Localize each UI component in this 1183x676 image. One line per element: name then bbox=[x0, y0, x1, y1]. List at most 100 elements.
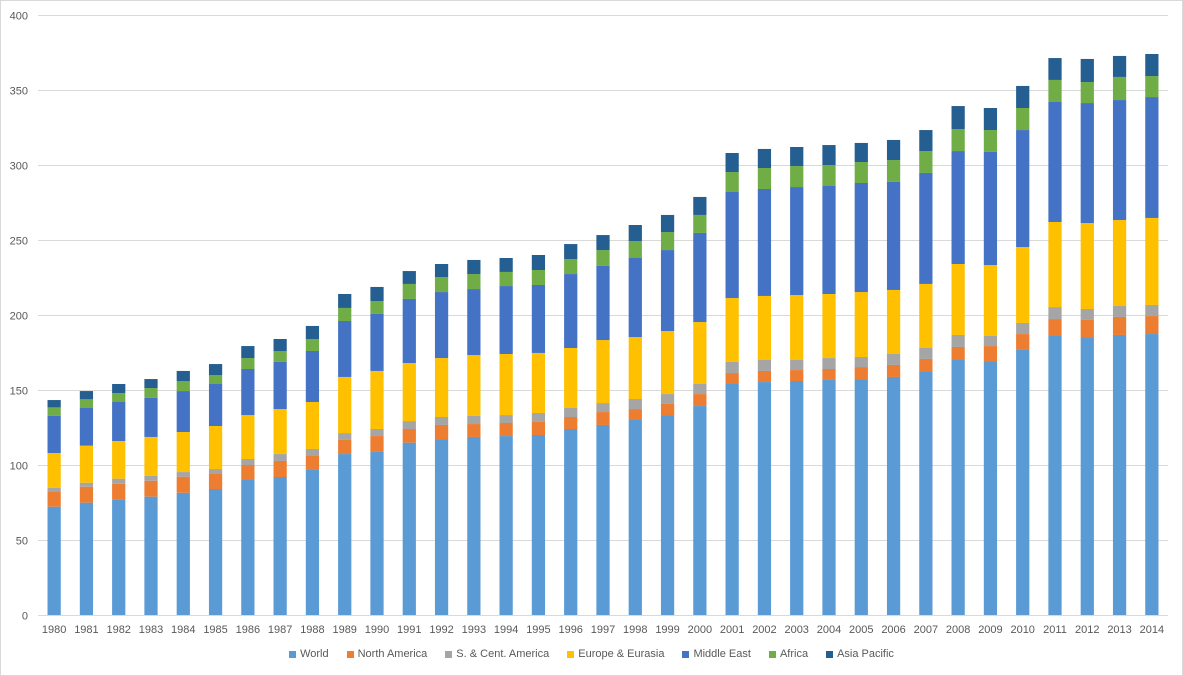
bar-segment-asia-pacific-2005 bbox=[854, 142, 868, 162]
x-tick-label: 1991 bbox=[397, 624, 421, 636]
bar-segment-world-2009 bbox=[983, 361, 998, 615]
bar-stack-2008 bbox=[951, 106, 965, 615]
bar-segment-asia-pacific-2003 bbox=[790, 147, 804, 167]
bar-segment-north-america-2001 bbox=[725, 373, 739, 384]
bar-stack-1995 bbox=[531, 255, 546, 615]
bar-segment-world-2010 bbox=[1016, 349, 1030, 615]
x-tick-label: 2012 bbox=[1075, 624, 1099, 636]
bar-segment-europe-eurasia-2005 bbox=[854, 292, 868, 357]
bar-segment-africa-2014 bbox=[1145, 76, 1159, 98]
bar-segment-europe-eurasia-2007 bbox=[919, 283, 933, 348]
bar-segment-africa-1999 bbox=[660, 232, 675, 251]
bar-segment-europe-eurasia-1999 bbox=[660, 331, 675, 395]
y-tick-label: 300 bbox=[10, 161, 28, 173]
bars bbox=[47, 54, 1159, 615]
bar-segment-north-america-1986 bbox=[241, 465, 255, 480]
legend-swatch bbox=[346, 650, 354, 658]
bar-stack-1997 bbox=[596, 235, 610, 615]
bar-segment-africa-2008 bbox=[951, 129, 965, 152]
bar-segment-africa-1997 bbox=[596, 250, 610, 266]
bar-segment-middle-east-2013 bbox=[1112, 100, 1127, 221]
bar-segment-middle-east-1999 bbox=[660, 250, 675, 332]
bar-segment-s-cent-america-1998 bbox=[628, 399, 642, 410]
bar-segment-north-america-2006 bbox=[886, 364, 901, 377]
bar-segment-middle-east-1997 bbox=[596, 265, 610, 341]
bar-segment-north-america-1982 bbox=[112, 483, 126, 500]
bar-segment-asia-pacific-1981 bbox=[79, 391, 94, 400]
bar-segment-africa-1985 bbox=[208, 375, 223, 384]
bar-segment-africa-1998 bbox=[628, 241, 642, 258]
bar-segment-africa-1986 bbox=[241, 358, 255, 369]
bar-segment-middle-east-2000 bbox=[693, 232, 707, 323]
bar-segment-asia-pacific-1990 bbox=[370, 286, 384, 302]
bar-segment-north-america-1994 bbox=[499, 423, 513, 437]
legend-item: S. & Cent. America bbox=[445, 648, 549, 660]
bar-segment-middle-east-1982 bbox=[112, 402, 126, 441]
y-axis-ticks: 0 50 100 150 200 250 300 350 400 bbox=[10, 11, 28, 623]
bar-segment-europe-eurasia-2006 bbox=[886, 289, 901, 354]
bar-segment-middle-east-2011 bbox=[1048, 102, 1062, 222]
x-tick-label: 1996 bbox=[558, 624, 582, 636]
legend-swatch bbox=[445, 650, 453, 658]
bar-segment-world-2006 bbox=[886, 376, 901, 615]
bar-segment-s-cent-america-1994 bbox=[499, 415, 513, 423]
bar-segment-europe-eurasia-1996 bbox=[564, 348, 578, 408]
bar-segment-africa-2004 bbox=[822, 165, 836, 186]
bar-segment-north-america-1996 bbox=[564, 417, 578, 429]
bar-segment-north-america-1991 bbox=[402, 429, 416, 443]
x-tick-label: 2010 bbox=[1010, 624, 1034, 636]
bar-segment-africa-2002 bbox=[757, 168, 772, 189]
bar-stack-2012 bbox=[1080, 58, 1094, 615]
bar-segment-world-1992 bbox=[434, 439, 449, 615]
bar-segment-s-cent-america-1986 bbox=[241, 459, 255, 465]
bar-segment-africa-1983 bbox=[144, 388, 158, 398]
bar-segment-s-cent-america-2004 bbox=[822, 358, 836, 369]
bar-segment-world-1997 bbox=[596, 424, 610, 615]
legend-label: Africa bbox=[779, 648, 809, 660]
bar-segment-asia-pacific-1999 bbox=[660, 214, 675, 233]
y-tick-label: 250 bbox=[10, 236, 28, 248]
bar-segment-asia-pacific-2004 bbox=[822, 145, 836, 165]
bar-segment-asia-pacific-1983 bbox=[144, 379, 158, 389]
bar-segment-north-america-1999 bbox=[660, 403, 675, 416]
bar-segment-middle-east-2004 bbox=[822, 186, 836, 294]
bar-segment-north-america-2010 bbox=[1016, 334, 1030, 350]
bar-segment-north-america-1987 bbox=[273, 460, 287, 477]
bar-segment-asia-pacific-2011 bbox=[1048, 58, 1062, 80]
bar-segment-europe-eurasia-2014 bbox=[1145, 217, 1159, 305]
bar-segment-asia-pacific-2014 bbox=[1145, 54, 1159, 77]
bar-segment-world-2012 bbox=[1080, 337, 1094, 615]
y-tick-label: 200 bbox=[10, 311, 28, 323]
bar-segment-world-1991 bbox=[402, 442, 416, 615]
bar-segment-north-america-2000 bbox=[693, 394, 707, 407]
bar-stack-2001 bbox=[725, 153, 739, 615]
bar-stack-1981 bbox=[79, 391, 94, 615]
bar-segment-africa-2009 bbox=[983, 130, 998, 152]
legend-item: Europe & Eurasia bbox=[567, 648, 664, 660]
x-tick-label: 1988 bbox=[300, 624, 324, 636]
bar-segment-asia-pacific-2013 bbox=[1112, 55, 1127, 77]
bar-segment-africa-1993 bbox=[467, 274, 481, 290]
bar-stack-1984 bbox=[176, 370, 190, 615]
bar-segment-s-cent-america-2009 bbox=[983, 336, 998, 347]
bar-stack-1988 bbox=[305, 325, 320, 615]
bar-stack-1993 bbox=[467, 259, 481, 615]
bar-segment-europe-eurasia-1998 bbox=[628, 337, 642, 399]
x-tick-label: 1981 bbox=[74, 624, 98, 636]
bar-segment-middle-east-1988 bbox=[305, 351, 320, 402]
bar-segment-middle-east-2003 bbox=[790, 187, 804, 296]
bar-segment-europe-eurasia-2002 bbox=[757, 295, 772, 360]
legend-swatch bbox=[682, 650, 690, 658]
bar-segment-europe-eurasia-1991 bbox=[402, 363, 416, 422]
bar-stack-1990 bbox=[370, 286, 384, 615]
bar-segment-europe-eurasia-1994 bbox=[499, 354, 513, 416]
bar-segment-asia-pacific-1991 bbox=[402, 271, 416, 284]
legend-label: Asia Pacific bbox=[837, 648, 894, 660]
bar-segment-s-cent-america-2007 bbox=[919, 348, 933, 359]
bar-segment-europe-eurasia-1993 bbox=[467, 355, 481, 416]
bar-segment-world-1983 bbox=[144, 496, 158, 615]
x-tick-label: 1984 bbox=[171, 624, 195, 636]
x-tick-label: 2009 bbox=[978, 624, 1002, 636]
bar-segment-europe-eurasia-2008 bbox=[951, 264, 965, 335]
y-tick-label: 0 bbox=[22, 611, 28, 623]
